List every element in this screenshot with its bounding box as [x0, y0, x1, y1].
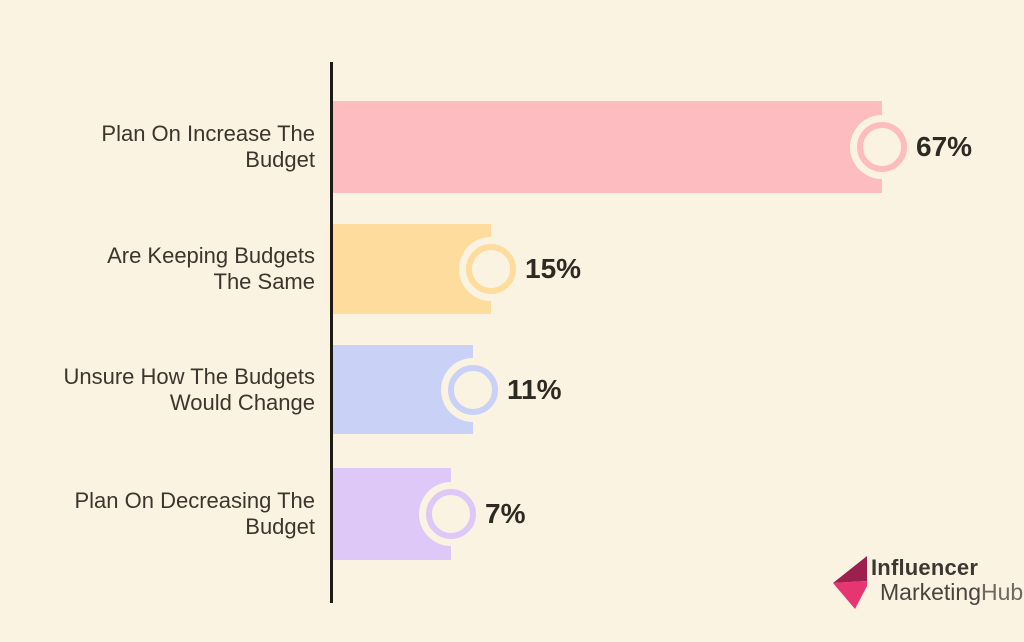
bar-keeping-same: [333, 224, 516, 314]
label-line: Budget: [245, 147, 315, 172]
value-label-unsure: 11%: [507, 373, 562, 405]
label-line: Plan On Decreasing The: [74, 488, 315, 513]
label-line: Unsure How The Budgets: [63, 363, 315, 389]
logo-marketinghub-text: MarketingHub: [871, 580, 1023, 605]
category-label-increase-budget: Plan On Increase The Budget: [30, 101, 315, 193]
influencer-marketinghub-logo: Influencer MarketingHub: [831, 555, 1023, 610]
label-line: The Same: [213, 269, 316, 294]
bar-end-circle: [857, 122, 907, 172]
category-label-unsure: Unsure How The Budgets Would Change: [30, 345, 315, 434]
logo-marketing-text: Marketing: [880, 579, 981, 605]
influencer-marketinghub-arrow-icon: [833, 556, 867, 609]
label-line: Would Change: [169, 389, 315, 415]
bar-end-circle: [426, 489, 476, 539]
category-label-decreasing-budget: Plan On Decreasing The Budget: [30, 468, 315, 560]
value-label-decreasing-budget: 7%: [485, 498, 526, 529]
category-label-keeping-same: Are Keeping Budgets The Same: [30, 224, 315, 314]
bar-end-circle: [448, 364, 498, 415]
bar-unsure: [333, 345, 498, 434]
bar-decreasing-budget: [333, 468, 476, 560]
logo-influencer-text: Influencer: [871, 555, 979, 580]
logo-hub-text: Hub: [980, 579, 1024, 605]
bar-increase-budget: [333, 101, 907, 193]
bar-end-circle: [466, 244, 516, 294]
label-line: Are Keeping Budgets: [107, 243, 315, 268]
label-line: Plan On Increase The: [101, 121, 315, 146]
logo-text: Influencer MarketingHub: [871, 555, 1023, 605]
value-label-increase-budget: 67%: [916, 131, 973, 162]
label-line: Budget: [245, 514, 315, 539]
y-axis-line: [330, 62, 333, 603]
value-label-keeping-same: 15%: [525, 253, 582, 284]
